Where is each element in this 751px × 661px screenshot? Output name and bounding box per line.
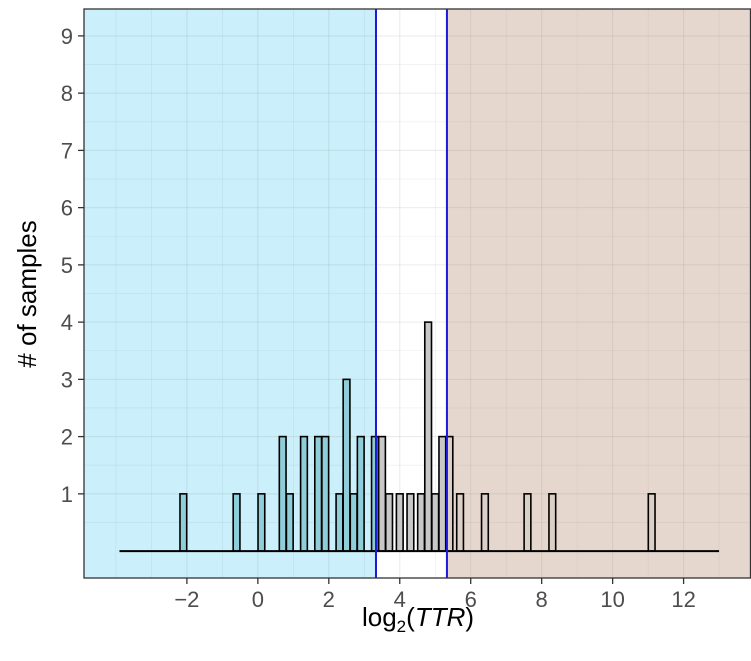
x-axis-title-variable: TTR bbox=[415, 602, 466, 632]
x-tick-label: 8 bbox=[536, 587, 548, 612]
x-tick-label: 2 bbox=[323, 587, 335, 612]
y-tick-label: 9 bbox=[61, 24, 73, 49]
x-axis-title: log2(TTR) bbox=[362, 602, 474, 636]
y-tick-label: 8 bbox=[61, 81, 73, 106]
histogram-bar bbox=[349, 493, 358, 552]
x-tick-label: 10 bbox=[600, 587, 624, 612]
y-tick-label: 4 bbox=[61, 310, 73, 335]
y-tick-label: 6 bbox=[61, 196, 73, 221]
histogram-bar bbox=[321, 435, 330, 552]
y-tick-label: 1 bbox=[61, 482, 73, 507]
histogram-bar bbox=[416, 493, 426, 552]
histogram-bar bbox=[179, 493, 188, 552]
x-tick-label: 4 bbox=[394, 587, 406, 612]
histogram-bar bbox=[377, 435, 387, 552]
x-axis-title-open-paren: ( bbox=[406, 602, 415, 632]
y-tick-label: 3 bbox=[61, 367, 73, 392]
x-axis-title-subscript: 2 bbox=[397, 617, 406, 636]
x-tick-label: 0 bbox=[252, 587, 264, 612]
threshold-lines bbox=[374, 9, 448, 578]
histogram-bar bbox=[647, 493, 656, 552]
histogram-bar bbox=[299, 435, 309, 552]
shaded-regions bbox=[84, 9, 751, 578]
histogram-bar bbox=[480, 493, 490, 552]
x-axis: −2 0 2 4 6 8 10 12 bbox=[174, 578, 696, 612]
x-axis-title-close-paren: ) bbox=[465, 602, 474, 632]
y-axis-title: # of samples bbox=[12, 220, 42, 367]
histogram-bar bbox=[384, 493, 394, 552]
histogram-bar bbox=[257, 493, 266, 552]
y-axis: 1 2 3 4 5 6 7 8 9 bbox=[61, 24, 84, 507]
histogram-bar bbox=[548, 493, 557, 552]
region-right bbox=[446, 9, 751, 578]
histogram-bar bbox=[356, 435, 365, 552]
y-tick-label: 5 bbox=[61, 253, 73, 278]
x-axis-title-log: log bbox=[362, 602, 397, 632]
histogram-bar bbox=[431, 493, 440, 552]
histogram-bar bbox=[335, 493, 344, 552]
histogram-bar bbox=[423, 321, 433, 552]
y-tick-label: 2 bbox=[61, 425, 73, 450]
histogram-bar bbox=[313, 435, 323, 552]
histogram-bars bbox=[179, 321, 656, 552]
histogram-bar bbox=[285, 493, 294, 552]
histogram-bar bbox=[232, 493, 241, 552]
histogram-bar bbox=[455, 493, 465, 552]
x-tick-label: −2 bbox=[174, 587, 199, 612]
histogram-bar bbox=[278, 435, 287, 552]
x-tick-label: 6 bbox=[465, 587, 477, 612]
histogram-bar bbox=[438, 435, 447, 552]
histogram-bar bbox=[370, 435, 380, 552]
histogram-bar bbox=[342, 378, 351, 552]
histogram-bar bbox=[523, 493, 532, 552]
histogram-bar bbox=[406, 493, 415, 552]
gridlines bbox=[84, 9, 751, 578]
histogram-bar bbox=[395, 493, 404, 552]
y-tick-label: 7 bbox=[61, 138, 73, 163]
x-tick-label: 12 bbox=[671, 587, 695, 612]
